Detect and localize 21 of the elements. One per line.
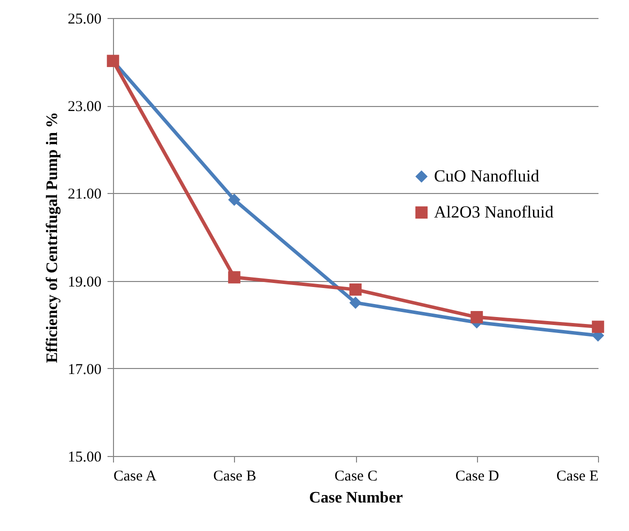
- legend-label: CuO Nanofluid: [434, 166, 540, 186]
- point: [349, 283, 362, 296]
- y-tick-label: 19.00: [68, 274, 102, 290]
- x-axis-title: Case Number: [309, 490, 403, 506]
- x-tick-label: Case B: [213, 468, 256, 484]
- x-tick-label: Case E: [556, 468, 598, 484]
- x-tick-label: Case A: [114, 468, 157, 484]
- legend-label: Al2O3 Nanofluid: [434, 202, 554, 222]
- point: [228, 194, 240, 206]
- y-tick-label: 25.00: [68, 12, 102, 28]
- x-tick-label: Case C: [334, 468, 378, 484]
- y-tick-label: 21.00: [68, 186, 102, 203]
- y-tick-label: 15.00: [68, 450, 102, 466]
- y-axis-title: Efficiency of Centrifugal Pump in %: [44, 112, 61, 364]
- point: [592, 320, 604, 333]
- point: [228, 271, 240, 284]
- point: [349, 296, 362, 309]
- x-tick-label: Case D: [455, 468, 500, 484]
- y-tick-label: 17.00: [68, 362, 102, 378]
- y-tick-label: 23.00: [68, 99, 102, 116]
- point: [470, 311, 483, 324]
